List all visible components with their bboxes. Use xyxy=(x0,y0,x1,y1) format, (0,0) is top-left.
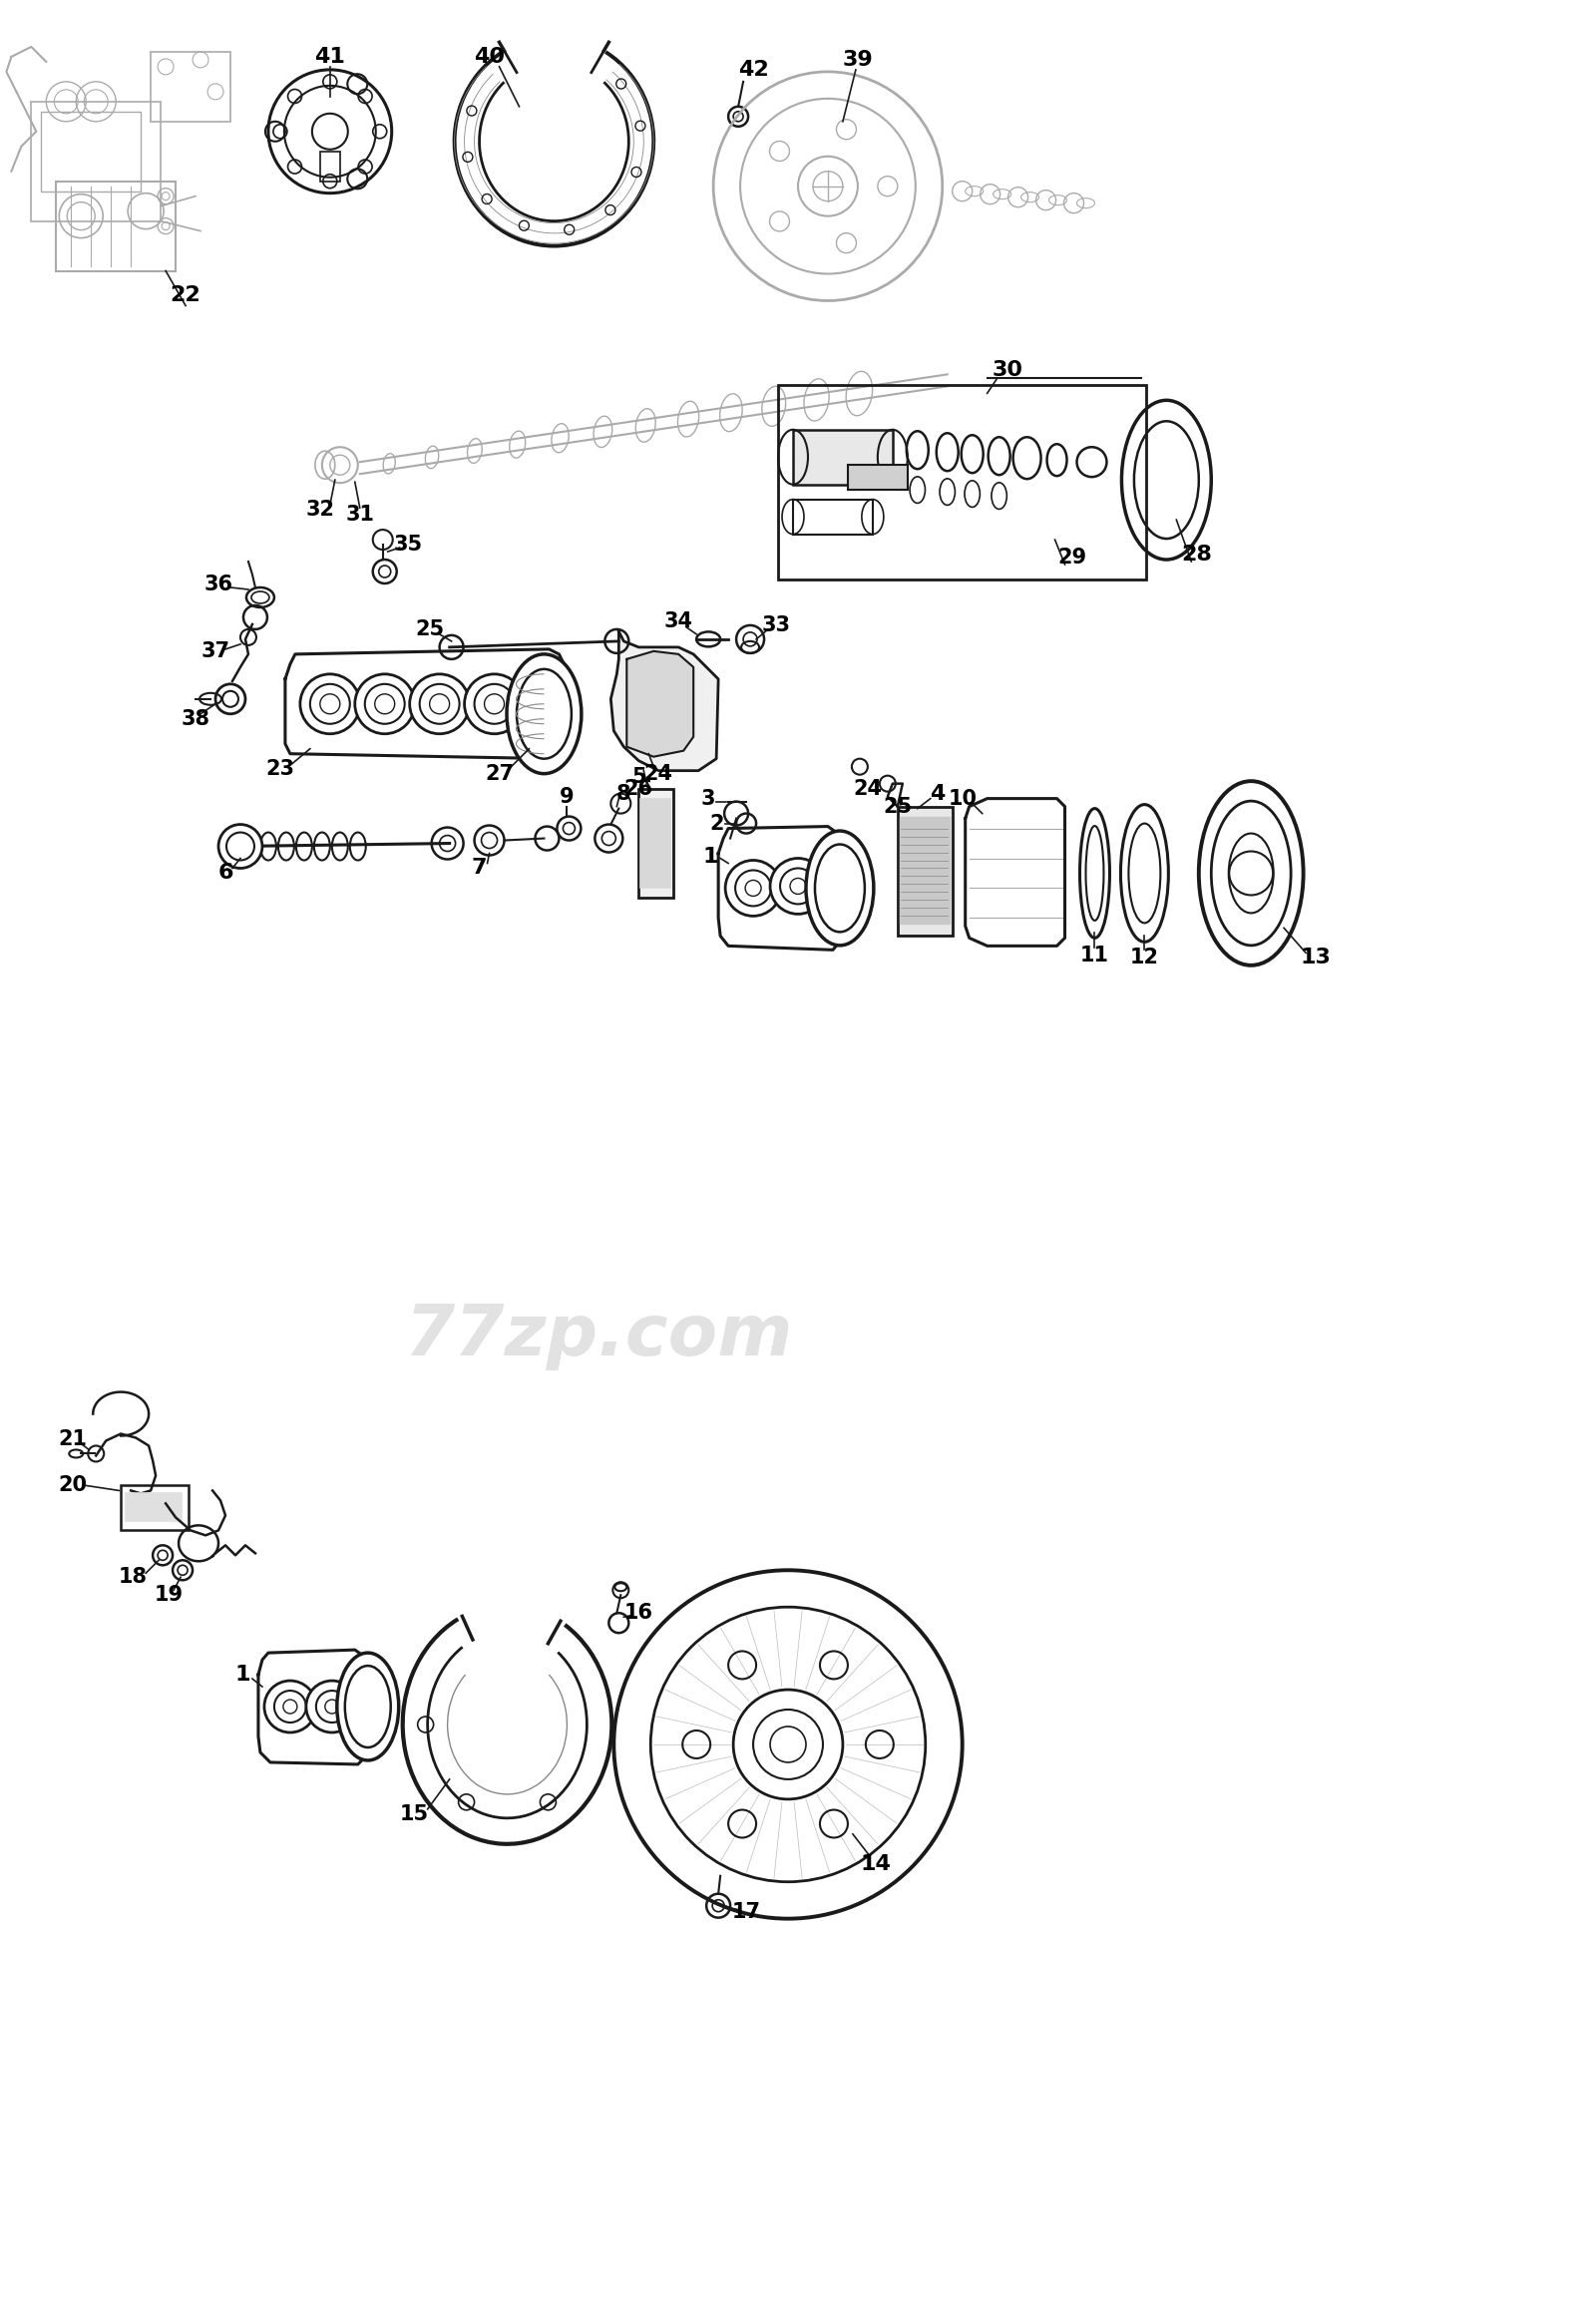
Polygon shape xyxy=(286,650,563,758)
Ellipse shape xyxy=(806,830,873,945)
Text: 11: 11 xyxy=(1080,945,1109,966)
Text: 22: 22 xyxy=(171,286,201,307)
Bar xyxy=(900,816,950,924)
Text: 27: 27 xyxy=(485,763,514,784)
Text: 4: 4 xyxy=(930,784,945,804)
Text: 31: 31 xyxy=(345,505,375,526)
Text: 29: 29 xyxy=(1057,549,1087,567)
Bar xyxy=(897,807,953,936)
Circle shape xyxy=(219,825,262,869)
Text: 42: 42 xyxy=(737,60,769,81)
Text: 26: 26 xyxy=(624,779,653,798)
Circle shape xyxy=(306,1680,358,1733)
Text: 1: 1 xyxy=(702,846,718,867)
Text: 21: 21 xyxy=(59,1429,88,1450)
Bar xyxy=(41,111,140,191)
Text: 32: 32 xyxy=(305,500,335,519)
Text: 39: 39 xyxy=(843,51,873,69)
Text: 20: 20 xyxy=(59,1475,88,1496)
Text: 25: 25 xyxy=(883,798,911,816)
Bar xyxy=(793,431,892,484)
Circle shape xyxy=(464,673,523,733)
Polygon shape xyxy=(611,632,718,770)
Text: 7: 7 xyxy=(472,857,487,878)
Bar xyxy=(640,798,670,887)
Bar xyxy=(126,1494,182,1521)
Text: 2: 2 xyxy=(709,814,723,834)
Polygon shape xyxy=(718,827,843,950)
Text: 13: 13 xyxy=(1301,947,1331,968)
Text: 10: 10 xyxy=(948,788,977,809)
Bar xyxy=(638,788,674,899)
Text: 1: 1 xyxy=(235,1664,251,1685)
Bar xyxy=(121,1484,188,1531)
Circle shape xyxy=(725,860,780,915)
Bar xyxy=(321,152,340,182)
Text: 37: 37 xyxy=(201,641,230,662)
Circle shape xyxy=(354,673,415,733)
Text: 5: 5 xyxy=(632,768,646,786)
Text: 77zp.com: 77zp.com xyxy=(404,1302,793,1371)
Text: 28: 28 xyxy=(1181,544,1211,565)
Text: 33: 33 xyxy=(761,615,790,636)
Text: 16: 16 xyxy=(624,1602,653,1623)
Text: 24: 24 xyxy=(645,763,674,784)
Circle shape xyxy=(265,1680,316,1733)
Text: 34: 34 xyxy=(664,611,693,632)
Bar xyxy=(779,385,1146,579)
Circle shape xyxy=(410,673,469,733)
Text: 6: 6 xyxy=(217,864,233,883)
Text: 19: 19 xyxy=(155,1586,184,1604)
Text: 18: 18 xyxy=(118,1567,147,1588)
Ellipse shape xyxy=(508,655,581,774)
Bar xyxy=(32,101,161,221)
Text: 35: 35 xyxy=(393,535,423,556)
Text: 36: 36 xyxy=(204,574,233,595)
Text: 24: 24 xyxy=(854,779,883,798)
Text: 41: 41 xyxy=(314,46,345,67)
Ellipse shape xyxy=(1199,781,1304,966)
Text: 38: 38 xyxy=(180,710,211,728)
Polygon shape xyxy=(966,798,1065,945)
Bar xyxy=(847,466,908,491)
Bar xyxy=(56,182,176,270)
Text: 40: 40 xyxy=(474,46,504,67)
Text: 12: 12 xyxy=(1130,947,1159,968)
Bar xyxy=(793,500,873,535)
Text: 17: 17 xyxy=(731,1902,761,1922)
Text: 3: 3 xyxy=(701,788,715,809)
Text: 8: 8 xyxy=(616,784,630,804)
Ellipse shape xyxy=(337,1653,399,1761)
Circle shape xyxy=(771,857,825,915)
Text: 23: 23 xyxy=(267,758,295,779)
Text: 25: 25 xyxy=(415,620,444,638)
Text: 30: 30 xyxy=(991,360,1023,380)
Polygon shape xyxy=(627,652,693,756)
Circle shape xyxy=(300,673,359,733)
Text: 14: 14 xyxy=(860,1853,891,1874)
Bar xyxy=(150,51,230,122)
Text: 15: 15 xyxy=(401,1805,429,1823)
Text: 9: 9 xyxy=(560,786,575,807)
Polygon shape xyxy=(259,1650,367,1763)
